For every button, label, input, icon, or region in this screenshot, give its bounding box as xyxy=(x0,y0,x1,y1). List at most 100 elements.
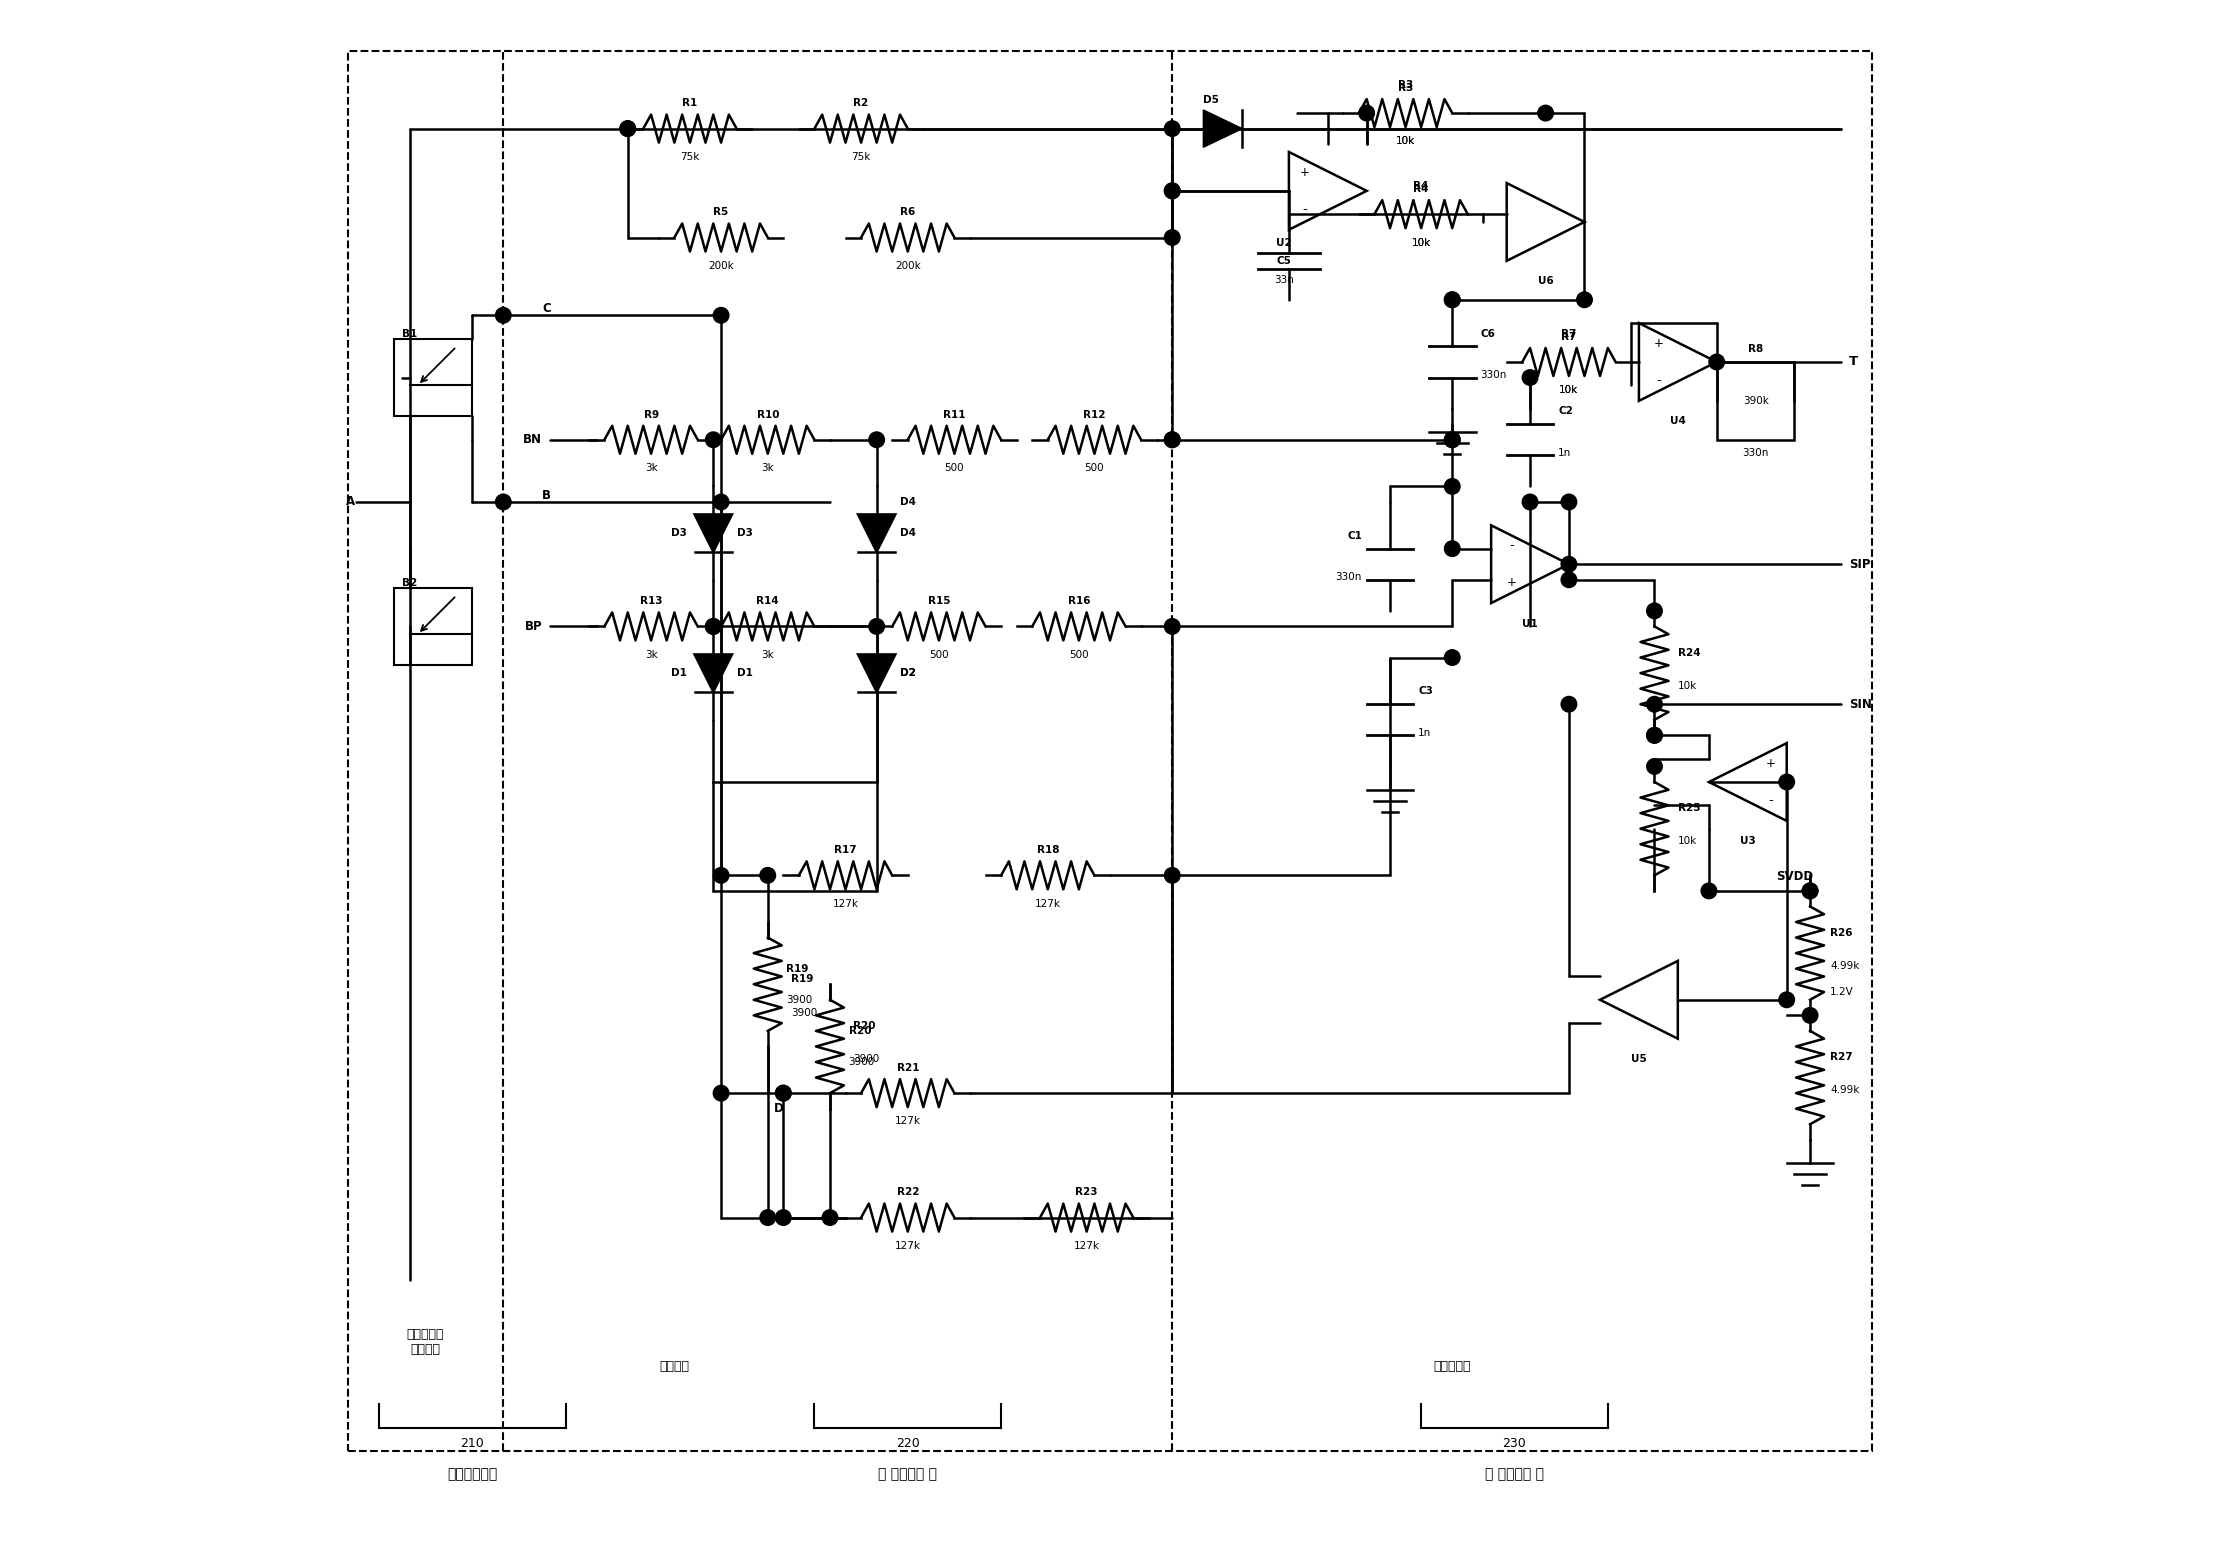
Circle shape xyxy=(1561,696,1576,712)
Text: 500: 500 xyxy=(946,463,963,472)
Text: 500: 500 xyxy=(1070,649,1088,660)
Text: R22: R22 xyxy=(897,1187,919,1198)
Text: 10k: 10k xyxy=(1678,680,1696,691)
Polygon shape xyxy=(695,654,733,691)
Text: 330n: 330n xyxy=(1481,369,1507,380)
Text: R4: R4 xyxy=(1414,181,1430,191)
Circle shape xyxy=(1561,494,1576,510)
Circle shape xyxy=(706,619,722,635)
Circle shape xyxy=(1709,353,1725,369)
Circle shape xyxy=(713,494,728,510)
Text: 330n: 330n xyxy=(1336,572,1363,582)
Text: 210: 210 xyxy=(460,1437,484,1450)
Circle shape xyxy=(1166,619,1181,635)
Polygon shape xyxy=(1203,109,1243,147)
Text: 33n: 33n xyxy=(1274,275,1294,285)
Text: R10: R10 xyxy=(757,410,779,419)
Circle shape xyxy=(759,1211,775,1225)
Bar xyxy=(395,339,473,416)
Circle shape xyxy=(619,120,635,136)
Text: 1.2V: 1.2V xyxy=(1829,987,1854,996)
Text: D2: D2 xyxy=(899,668,917,679)
Text: BP: BP xyxy=(524,619,542,633)
Text: R3: R3 xyxy=(1399,80,1414,89)
Text: 127k: 127k xyxy=(1035,899,1061,909)
Text: 3k: 3k xyxy=(644,649,657,660)
Circle shape xyxy=(706,619,722,635)
Text: C3: C3 xyxy=(1419,687,1432,696)
Text: 3900: 3900 xyxy=(848,1057,875,1067)
Text: U5: U5 xyxy=(1632,1054,1647,1064)
Text: U2: U2 xyxy=(1276,238,1292,247)
Text: R21: R21 xyxy=(897,1064,919,1073)
Text: （ 患者体外 ）: （ 患者体外 ） xyxy=(879,1467,937,1481)
Bar xyxy=(1716,361,1794,439)
Circle shape xyxy=(1445,432,1461,447)
Text: R16: R16 xyxy=(1068,596,1090,607)
Circle shape xyxy=(1445,292,1461,308)
Text: C6: C6 xyxy=(1481,328,1494,339)
Circle shape xyxy=(775,1085,790,1101)
Circle shape xyxy=(1445,292,1461,308)
Circle shape xyxy=(1778,992,1794,1007)
Circle shape xyxy=(713,1085,728,1101)
Text: SVDD: SVDD xyxy=(1776,870,1814,884)
Text: 10k: 10k xyxy=(1412,238,1430,247)
Text: R9: R9 xyxy=(644,410,659,419)
Text: 330n: 330n xyxy=(1743,447,1769,458)
Circle shape xyxy=(1647,696,1663,712)
Text: 75k: 75k xyxy=(679,152,699,163)
Text: （ 患者体外 ）: （ 患者体外 ） xyxy=(1485,1467,1543,1481)
Text: 3900: 3900 xyxy=(790,1007,817,1018)
Text: R12: R12 xyxy=(1083,410,1106,419)
Circle shape xyxy=(1166,432,1181,447)
Text: SIN: SIN xyxy=(1849,698,1871,710)
Text: U3: U3 xyxy=(1740,837,1756,846)
Text: R17: R17 xyxy=(835,845,857,856)
Text: D4: D4 xyxy=(899,529,917,538)
Circle shape xyxy=(1778,774,1794,790)
Text: -: - xyxy=(1510,540,1514,552)
Circle shape xyxy=(1647,759,1663,774)
Circle shape xyxy=(619,120,635,136)
Text: 390k: 390k xyxy=(1743,396,1769,407)
Circle shape xyxy=(1647,727,1663,743)
Text: B: B xyxy=(542,490,551,502)
Circle shape xyxy=(1445,541,1461,557)
Text: 75k: 75k xyxy=(852,152,870,163)
Text: 4.99k: 4.99k xyxy=(1829,1085,1860,1095)
Text: -: - xyxy=(1769,795,1774,807)
Text: A: A xyxy=(346,496,355,508)
Circle shape xyxy=(1803,884,1818,899)
Text: U4: U4 xyxy=(1669,416,1685,427)
Text: 10k: 10k xyxy=(1412,238,1430,247)
Text: 3k: 3k xyxy=(761,649,775,660)
Text: R5: R5 xyxy=(713,208,728,217)
Text: D4: D4 xyxy=(899,497,917,507)
Text: +: + xyxy=(1299,166,1310,178)
Circle shape xyxy=(1166,868,1181,884)
Text: R24: R24 xyxy=(1678,647,1701,657)
Text: R7: R7 xyxy=(1561,328,1576,339)
Text: R13: R13 xyxy=(639,596,662,607)
Circle shape xyxy=(1445,432,1461,447)
Circle shape xyxy=(1166,183,1181,199)
Text: 1n: 1n xyxy=(1558,447,1572,458)
Text: C1: C1 xyxy=(1348,530,1363,541)
Text: B2: B2 xyxy=(402,577,417,588)
Circle shape xyxy=(775,1085,790,1101)
Circle shape xyxy=(1647,727,1663,743)
Text: 200k: 200k xyxy=(708,261,735,271)
Text: R15: R15 xyxy=(928,596,950,607)
Circle shape xyxy=(1166,230,1181,246)
Circle shape xyxy=(1803,1007,1818,1023)
Text: 500: 500 xyxy=(1086,463,1103,472)
Polygon shape xyxy=(695,515,733,552)
Text: 200k: 200k xyxy=(895,261,921,271)
Text: R14: R14 xyxy=(757,596,779,607)
Text: D5: D5 xyxy=(1203,95,1219,105)
Bar xyxy=(395,588,473,665)
Text: R20: R20 xyxy=(848,1026,870,1035)
Text: 3900: 3900 xyxy=(786,995,813,1004)
Text: 230: 230 xyxy=(1503,1437,1527,1450)
